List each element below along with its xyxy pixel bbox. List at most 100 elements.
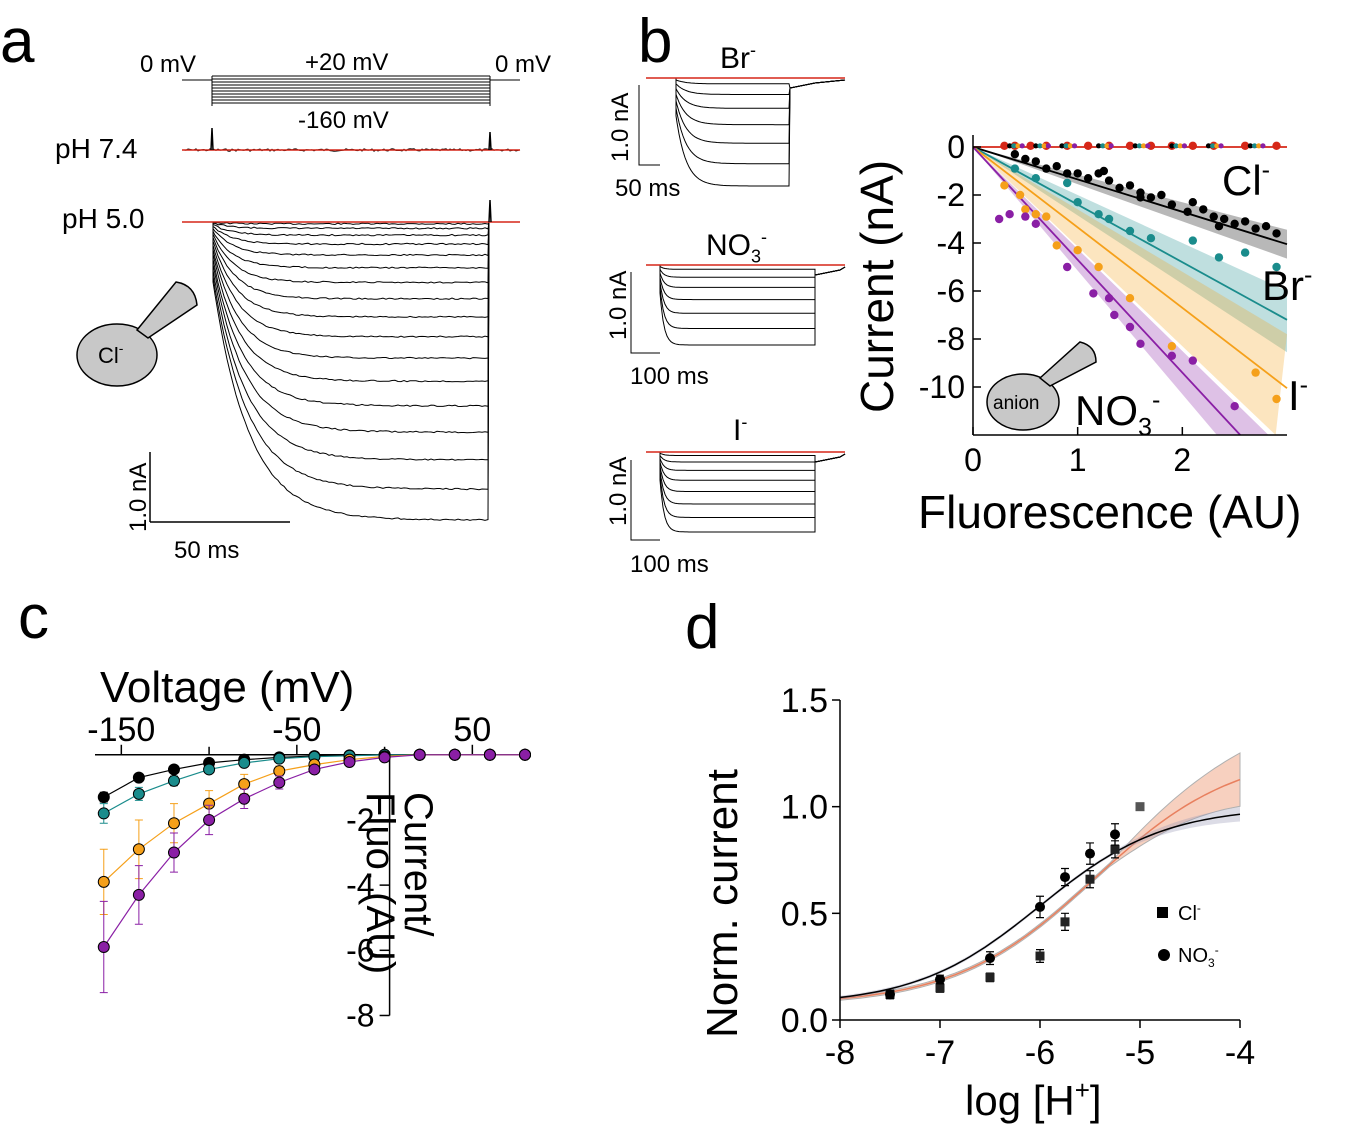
b-point-ph74: [1037, 143, 1043, 149]
b-point-Br: [1063, 178, 1072, 188]
c-point-Br: [238, 756, 251, 769]
panel-c-letter: c: [18, 583, 49, 652]
d-point-square: [1110, 844, 1120, 854]
b-y-tick-label: -6: [937, 273, 965, 309]
c-x-tick-label: -50: [272, 711, 321, 749]
c-x-tick-label: 50: [453, 711, 491, 749]
b-point-ph74: [1063, 143, 1069, 149]
c-point-Cl: [97, 791, 110, 804]
b-point-I: [1042, 212, 1051, 221]
ph50-trace: [182, 221, 520, 300]
b-point-ph74: [1071, 143, 1078, 149]
b-scale-y-label: 1.0 nA: [605, 271, 632, 340]
b-point-Cl: [1188, 198, 1198, 207]
c-x-tick-label: -150: [87, 711, 155, 749]
cell-pipette-a: Cl-: [76, 281, 198, 387]
d-dose-response-chart: -8 -7 -6 -5 -4 0.0 0.5 1.0 1.5: [781, 682, 1255, 1072]
c-y-tick-label: -6: [346, 932, 374, 968]
b-point-ph74: [1173, 143, 1179, 149]
scale-x-label: 50 ms: [174, 537, 239, 564]
d-legend-square-marker: [1157, 907, 1168, 918]
pipette-ion-label: Cl-: [98, 340, 124, 368]
d-x-tick-label: -4: [1225, 1034, 1255, 1072]
b-point-ph74: [1132, 143, 1138, 149]
ph50-trace: [182, 221, 520, 257]
b-trace: [646, 451, 846, 505]
b-series-label-NO: NO3-: [1075, 386, 1160, 441]
ph-high-label: pH 7.4: [55, 133, 138, 164]
c-point-Br: [273, 752, 286, 765]
b-trace: [646, 451, 846, 463]
b-point-NO: [1089, 289, 1098, 298]
b-point-ph74: [1100, 143, 1106, 149]
b-trace-group-2: I- 1.0 nA 100 ms: [605, 412, 846, 578]
b-point-Cl: [1115, 183, 1124, 192]
b-trace: [646, 451, 846, 492]
d-xlabel: log [H+]: [965, 1075, 1102, 1124]
d-point-square: [1035, 951, 1045, 961]
b-point-Br: [1125, 226, 1135, 236]
b-point-Cl: [1199, 205, 1208, 214]
ph50-trace: [182, 221, 520, 491]
c-point-NO3: [203, 813, 216, 826]
b-point-ph74: [1007, 143, 1013, 149]
b-point-I: [1073, 246, 1082, 255]
voltage-protocol: 0 mV +20 mV 0 mV -160 mV: [140, 49, 551, 134]
b-point-ph74: [1141, 143, 1147, 149]
ph50-capacitive-spike: [488, 199, 492, 223]
b-scale-y-label: 1.0 nA: [607, 93, 634, 162]
b-point-ph74: [1045, 143, 1051, 149]
b-point-pH 7.4: [1272, 141, 1281, 150]
b-point-Br: [1240, 248, 1250, 257]
b-point-ph74: [1108, 143, 1114, 149]
ph50-trace: [182, 221, 520, 230]
ph50-traces: [182, 199, 520, 521]
b-point-ph74: [1169, 143, 1175, 149]
b-point-ph74: [1067, 143, 1073, 149]
b-scale-bar: [630, 460, 660, 541]
d-point-circle: [1085, 848, 1095, 859]
b-trace-groups: Br- 1.0 nA 50 ms NO3- 1.0 nA 100 ms I- 1.0 nA 10…: [605, 40, 846, 578]
b-point-I: [1021, 205, 1030, 214]
b-point-ph74: [1145, 143, 1151, 149]
b-point-NO: [1021, 212, 1030, 221]
scale-y-label: 1.0 nA: [125, 463, 152, 532]
b-x-tick-label: 1: [1069, 442, 1087, 478]
c-point-Br: [97, 807, 110, 820]
panel-a-letter: a: [0, 7, 35, 76]
d-legend: Cl- NO3-: [1157, 901, 1219, 970]
c-point-Cl: [132, 771, 145, 784]
d-y-tick-label: 1.0: [781, 789, 828, 827]
ph50-trace: [182, 221, 520, 269]
b-scale-y-label: 1.0 nA: [605, 457, 632, 526]
panel-b: b Br- 1.0 nA 50 ms NO3- 1.0 nA 100 ms I- 1.0 nA…: [605, 7, 1312, 578]
ph74-capacitive-spike: [210, 127, 492, 151]
ph50-trace: [182, 221, 520, 383]
b-point-Br: [1146, 234, 1156, 243]
d-legend-circle-marker: [1158, 949, 1170, 961]
b-point-pH 7.4: [1083, 141, 1093, 150]
b-point-Br: [1272, 262, 1281, 272]
b-point-Br: [1031, 174, 1041, 183]
b-point-Cl: [1167, 200, 1177, 209]
c-point-NO3: [308, 763, 321, 776]
c-point-I: [273, 765, 286, 778]
b-y-tick-label: -10: [919, 369, 965, 405]
ph-low-label: pH 5.0: [62, 203, 145, 234]
b-point-I: [1272, 394, 1281, 404]
ph50-trace: [182, 221, 520, 408]
b-y-tick-label: -4: [937, 225, 965, 261]
b-point-Cl: [1021, 154, 1030, 164]
b-point-ph74: [1256, 143, 1262, 149]
c-ylabel-line1: Current/: [396, 792, 440, 937]
b-point-NO: [1188, 356, 1198, 365]
b-point-NO: [1110, 310, 1119, 320]
b-band-I: [973, 147, 1287, 435]
b-point-pH 7.4: [1000, 141, 1009, 150]
d-point-circle: [985, 953, 995, 964]
b-trace: [646, 77, 846, 109]
d-point-circle: [885, 989, 895, 1000]
b-point-Cl: [1073, 169, 1082, 178]
protocol-start-label: 0 mV: [140, 51, 196, 78]
b-trace-group-1: NO3- 1.0 nA 100 ms: [605, 227, 846, 390]
